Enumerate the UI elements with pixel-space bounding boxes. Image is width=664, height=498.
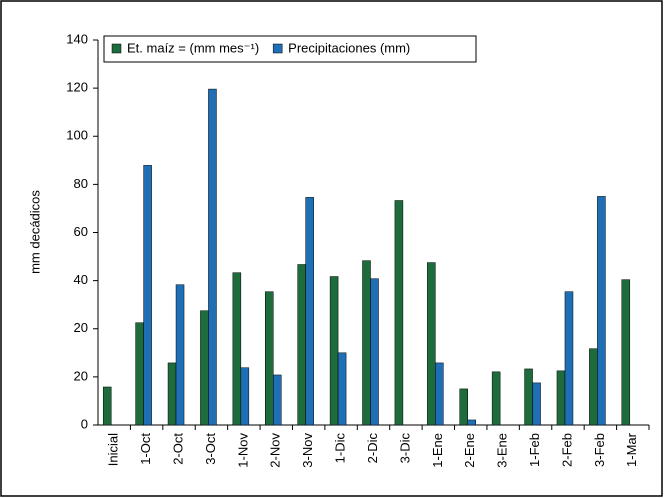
x-tick-label: 2-Feb [559, 433, 574, 467]
bar [273, 374, 282, 426]
x-tick-label: 1-Mar [624, 432, 639, 467]
x-tick-label: 2-Oct [170, 433, 185, 465]
y-tick-label: 0 [81, 416, 88, 431]
bar [337, 352, 347, 426]
legend-swatch [272, 43, 283, 54]
bar [208, 88, 217, 426]
bar [427, 262, 436, 426]
legend-swatch [111, 43, 122, 54]
y-axis-title: mm decádicos [27, 190, 42, 274]
bar [175, 284, 185, 426]
x-tick-label: 1-Feb [527, 433, 542, 467]
x-tick-label: 3-Oct [203, 433, 218, 465]
x-tick-label: 1-Ene [430, 433, 445, 468]
x-tick-label: 2-Ene [462, 433, 477, 468]
bar [167, 362, 177, 426]
x-tick-label: 3-Feb [592, 433, 607, 467]
x-tick-label: Inicial [106, 433, 121, 466]
bar [435, 362, 444, 426]
bar [240, 367, 250, 426]
x-tick-label: 2-Dic [365, 433, 380, 464]
bar [589, 348, 598, 426]
bar [135, 322, 144, 426]
legend-box [103, 35, 477, 63]
y-tick-label: 60 [74, 224, 88, 239]
bar [597, 196, 606, 426]
y-tick-label: 20 [74, 368, 88, 383]
bar [556, 370, 566, 426]
bar [297, 264, 306, 426]
y-tick-label: 120 [66, 80, 88, 95]
bar [532, 382, 541, 426]
bar [362, 260, 371, 426]
legend-label: Et. maíz = (mm mes⁻¹) [127, 40, 259, 55]
bar [459, 388, 468, 426]
bar [232, 272, 242, 426]
legend-label: Precipitaciones (mm) [288, 40, 410, 55]
bar [621, 279, 631, 426]
bar [305, 197, 314, 426]
y-tick-label: 40 [74, 272, 88, 287]
bar [329, 276, 339, 426]
y-tick-label: 20 [74, 320, 88, 335]
x-tick-label: 1-Oct [138, 433, 153, 465]
bar [370, 278, 379, 426]
bar [394, 200, 404, 426]
bar [524, 368, 533, 426]
bar [102, 386, 112, 426]
bar [265, 291, 274, 426]
bar [200, 310, 209, 426]
bar [564, 291, 574, 426]
bar [491, 371, 501, 426]
x-tick-label: 3-Nov [300, 433, 315, 468]
y-tick-label: 140 [66, 31, 88, 46]
x-tick-label: 3-Dic [397, 433, 412, 464]
bar [467, 419, 476, 426]
x-tick-label: 2-Nov [268, 433, 283, 468]
y-tick-label: 80 [74, 176, 88, 191]
x-tick-label: 1-Dic [333, 433, 348, 464]
x-tick-label: 1-Nov [235, 433, 250, 468]
y-tick-label: 100 [66, 128, 88, 143]
bar [143, 165, 152, 426]
x-tick-label: 3-Ene [495, 433, 510, 468]
